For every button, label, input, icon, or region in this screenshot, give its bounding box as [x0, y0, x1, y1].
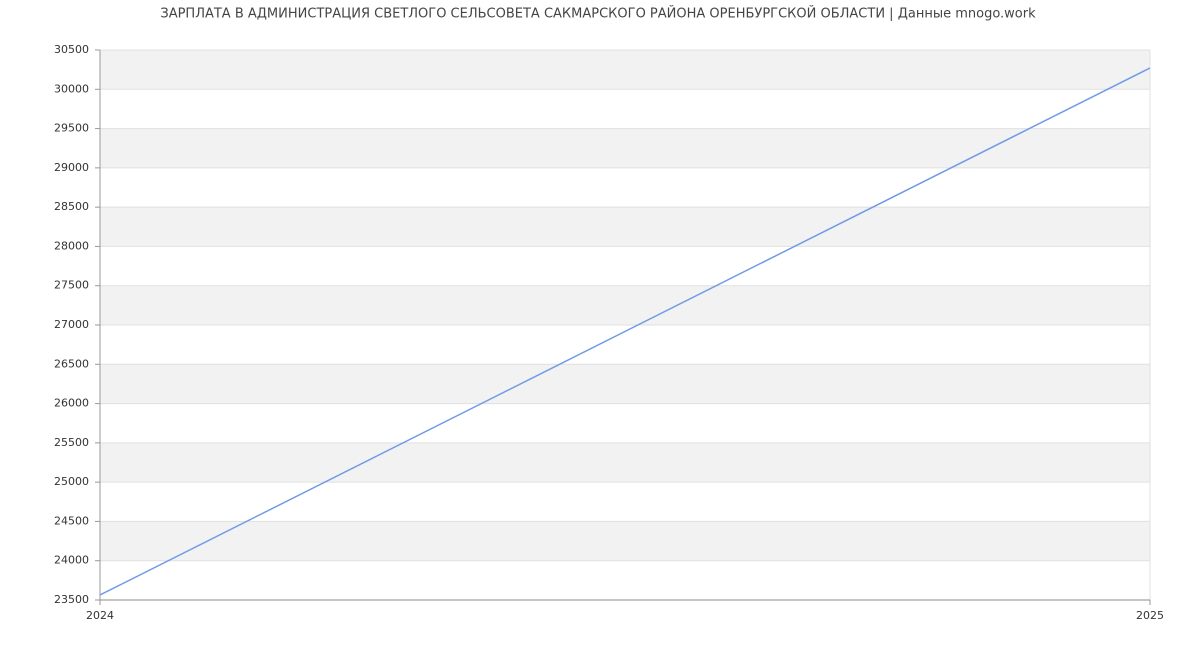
chart-title: ЗАРПЛАТА В АДМИНИСТРАЦИЯ СВЕТЛОГО СЕЛЬСО…	[160, 6, 1036, 22]
y-tick-label: 30500	[54, 43, 89, 56]
y-tick-label: 28500	[54, 200, 89, 213]
grid-band	[100, 364, 1150, 404]
y-tick-label: 27500	[54, 279, 89, 292]
y-tick-label: 30000	[54, 82, 89, 95]
grid-band	[100, 50, 1150, 90]
x-tick-label: 2024	[86, 609, 114, 622]
grid-band	[100, 128, 1150, 168]
grid-band	[100, 521, 1150, 561]
grid-band	[100, 207, 1150, 247]
grid-band	[100, 285, 1150, 325]
y-tick-label: 25000	[54, 475, 89, 488]
y-tick-label: 24500	[54, 514, 89, 527]
y-tick-label: 28000	[54, 239, 89, 252]
x-tick-label: 2025	[1136, 609, 1164, 622]
grid-band	[100, 442, 1150, 483]
y-tick-label: 25500	[54, 436, 89, 449]
y-tick-label: 29500	[54, 122, 89, 135]
line-series	[99, 67, 1151, 596]
y-tick-label: 29000	[54, 161, 89, 174]
y-tick-label: 26000	[54, 397, 89, 410]
y-tick-label: 27000	[54, 318, 89, 331]
y-tick-label: 23500	[54, 593, 89, 606]
y-tick-label: 24000	[54, 554, 89, 567]
y-tick-label: 26500	[54, 357, 89, 370]
